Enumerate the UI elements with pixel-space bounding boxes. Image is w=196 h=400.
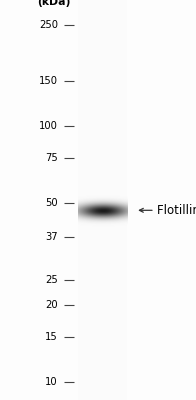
Bar (78, 0, 127, 400)
Text: 150: 150 (39, 76, 58, 86)
Text: 10: 10 (45, 377, 58, 387)
Text: 100: 100 (39, 121, 58, 131)
Text: 75: 75 (45, 153, 58, 163)
Text: 20: 20 (45, 300, 58, 310)
Text: Flotillin 2: Flotillin 2 (157, 204, 196, 217)
Text: 15: 15 (45, 332, 58, 342)
Text: 25: 25 (45, 276, 58, 286)
Text: 250: 250 (39, 20, 58, 30)
Text: 50: 50 (45, 198, 58, 208)
Text: 37: 37 (45, 232, 58, 242)
Text: (kDa): (kDa) (37, 0, 71, 6)
